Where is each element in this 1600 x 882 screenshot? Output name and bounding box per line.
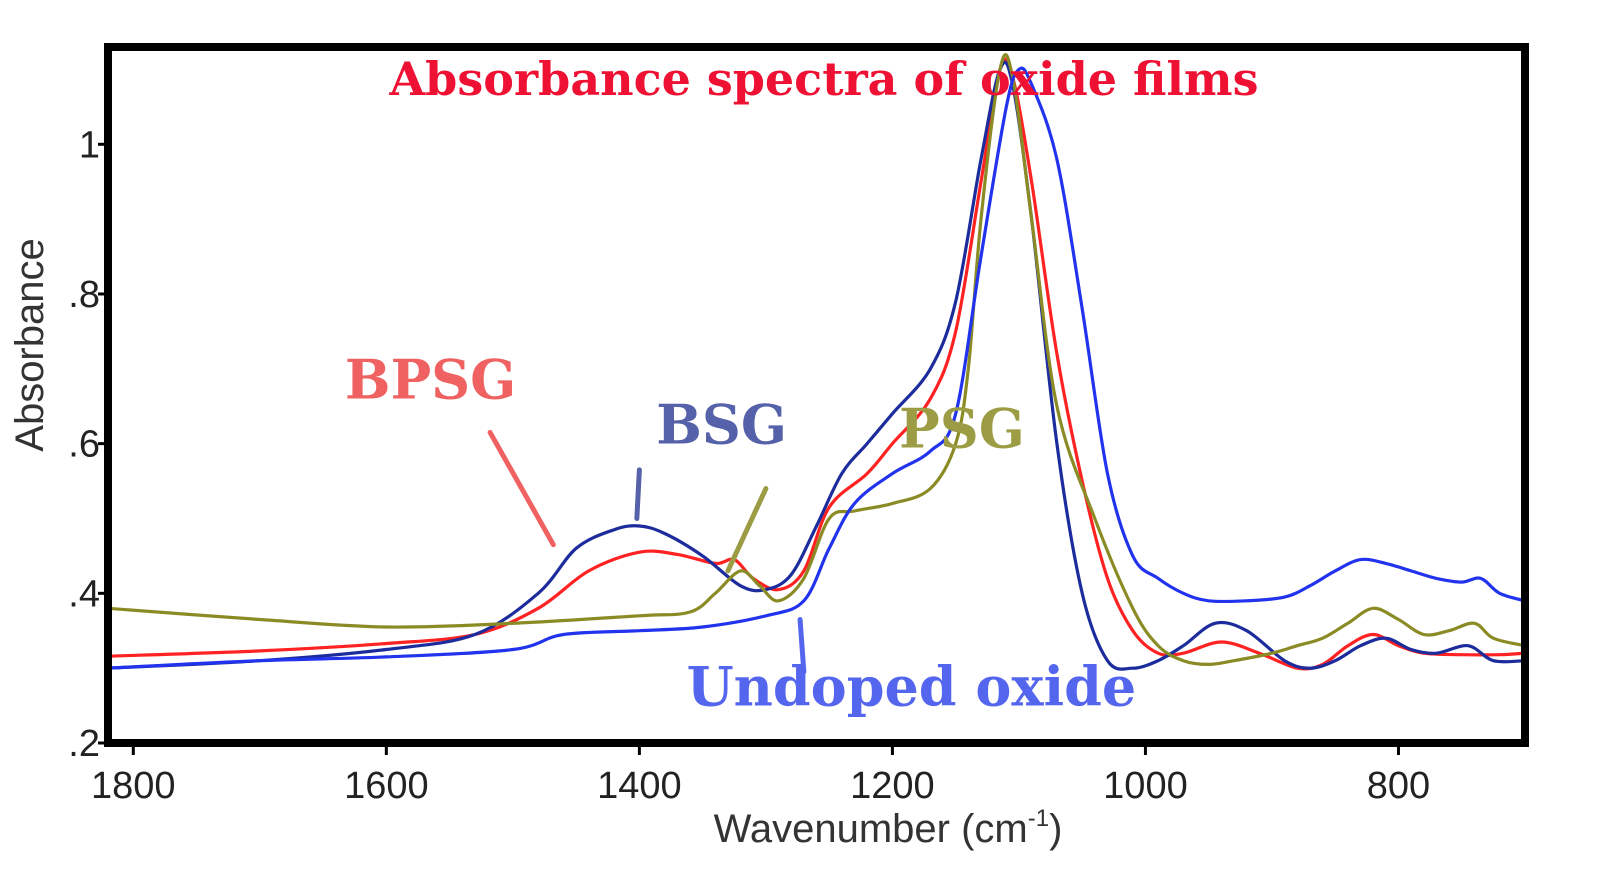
y-tick-label: .4 xyxy=(68,573,100,615)
x-tick-label: 1800 xyxy=(91,765,176,807)
series-layer xyxy=(108,53,1525,671)
series-label-bsg: BSG xyxy=(656,393,787,457)
x-tick-label: 1400 xyxy=(597,765,682,807)
y-tick-label: .8 xyxy=(68,274,100,316)
y-axis-title: Absorbance xyxy=(8,238,52,451)
x-axis-title-close: ) xyxy=(1049,807,1062,851)
x-axis-title-main: Wavenumber (cm xyxy=(714,807,1028,851)
plot-frame xyxy=(104,43,1529,747)
series-line-undoped-oxide xyxy=(108,66,1525,670)
chart-title: Absorbance spectra of oxide films xyxy=(388,52,1258,106)
y-tick-label: 1 xyxy=(79,124,100,166)
series-pointer-bsg xyxy=(634,467,642,521)
label-layer: BPSG BSG PSG Undoped oxide xyxy=(345,348,1136,719)
series-line-psg xyxy=(108,53,1525,666)
series-pointer-psg xyxy=(725,486,769,574)
y-axis-ticks: .2 .4 .6 .8 1 xyxy=(68,124,108,765)
series-label-undoped-oxide: Undoped oxide xyxy=(687,655,1137,719)
x-tick-label: 1600 xyxy=(344,765,429,807)
x-tick-label: 800 xyxy=(1367,765,1430,807)
pointer-layer xyxy=(487,429,807,675)
x-axis-title-superscript: -1 xyxy=(1028,805,1049,832)
series-pointer-undoped-oxide xyxy=(797,617,807,675)
x-tick-label: 1000 xyxy=(1103,765,1188,807)
y-tick-label: .2 xyxy=(68,723,100,765)
x-axis-ticks: 1800 1600 1400 1200 1000 800 xyxy=(91,743,1430,807)
series-label-bpsg: BPSG xyxy=(345,348,516,412)
series-label-psg: PSG xyxy=(899,396,1025,460)
x-tick-label: 1200 xyxy=(850,765,935,807)
y-tick-label: .6 xyxy=(68,424,100,466)
series-pointer-bpsg xyxy=(487,429,556,548)
x-axis-title: Wavenumber (cm-1) xyxy=(714,805,1063,851)
